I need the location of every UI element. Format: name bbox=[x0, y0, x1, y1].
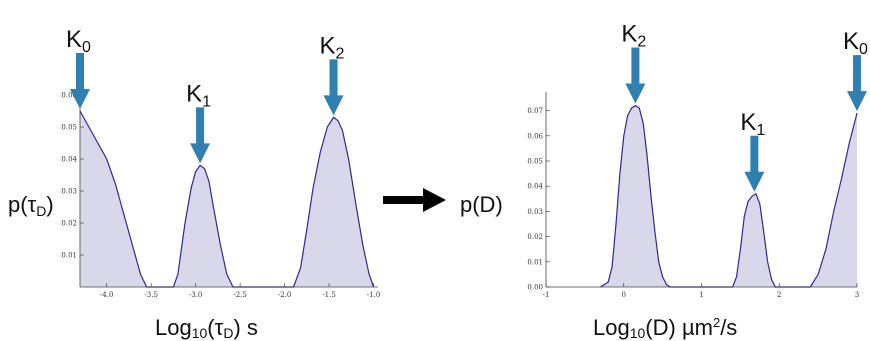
x-tick-label: 2 bbox=[777, 291, 781, 299]
y-tick-label: 0.00 bbox=[527, 284, 543, 292]
peak-label: K1 bbox=[186, 80, 211, 110]
y-tick-label: 0.01 bbox=[61, 252, 77, 260]
peak-label: K2 bbox=[621, 21, 646, 51]
series-area bbox=[80, 111, 374, 287]
x-tick-label: 3 bbox=[855, 291, 859, 299]
y-tick-label: 0.02 bbox=[527, 233, 543, 241]
y-tick-label: 0.02 bbox=[61, 220, 77, 228]
peak-arrow bbox=[190, 107, 211, 164]
x-tick-label: -3.0 bbox=[189, 291, 203, 299]
left-panel: -4.0 -3.5 -3.0 -2.5 -2.0 -1.5 -1.0 0.01 0.02 0.03… bbox=[8, 26, 380, 341]
y-tick-label: 0.04 bbox=[527, 183, 543, 191]
x-tick-label: -1 bbox=[543, 291, 550, 299]
peak-label: K2 bbox=[320, 32, 345, 62]
peak-label: K1 bbox=[740, 109, 765, 139]
y-tick-label: 0.03 bbox=[527, 208, 543, 216]
y-tick-label: 0.03 bbox=[61, 188, 77, 196]
y-tick-label: 0.05 bbox=[527, 158, 543, 166]
x-axis-label: Log10(D) µm2/s bbox=[593, 315, 737, 341]
peak-arrow bbox=[744, 135, 765, 192]
peak-label: K0 bbox=[843, 28, 868, 58]
y-tick-label: 0.06 bbox=[527, 132, 543, 140]
y-tick-label: 0.04 bbox=[61, 156, 77, 164]
y-tick-label: 0.05 bbox=[61, 124, 77, 132]
x-tick-label: -1.5 bbox=[322, 291, 336, 299]
x-tick-label: -2.5 bbox=[233, 291, 247, 299]
x-tick-label: 1 bbox=[699, 291, 703, 299]
y-axis-label: p(τD) bbox=[8, 192, 54, 219]
peak-arrow bbox=[847, 55, 867, 112]
x-tick-label: -3.5 bbox=[144, 291, 158, 299]
transform-arrow bbox=[383, 188, 446, 212]
peak-arrow bbox=[625, 47, 646, 104]
series-line bbox=[79, 110, 375, 288]
x-tick-label: -1.0 bbox=[367, 291, 381, 299]
x-tick-label: -2.0 bbox=[278, 291, 292, 299]
y-tick-label: 0.06 bbox=[61, 92, 77, 100]
x-tick-label: -4.0 bbox=[100, 291, 114, 299]
y-axis-label: p(D) bbox=[460, 192, 503, 217]
y-tick-label: 0.07 bbox=[527, 107, 543, 115]
x-tick-label: 0 bbox=[622, 291, 626, 299]
x-axis-label: Log10(τD) s bbox=[155, 315, 258, 341]
peak-label: K0 bbox=[66, 26, 91, 56]
peak-arrow bbox=[323, 59, 344, 116]
series-area bbox=[600, 105, 857, 287]
y-tick-label: 0.01 bbox=[527, 258, 543, 266]
right-panel: -1 0 1 2 3 0.00 0.01 0.02 0.03 0.04 0.05 0.06 0.07 p(… bbox=[460, 21, 868, 341]
peak-arrow bbox=[70, 53, 90, 109]
